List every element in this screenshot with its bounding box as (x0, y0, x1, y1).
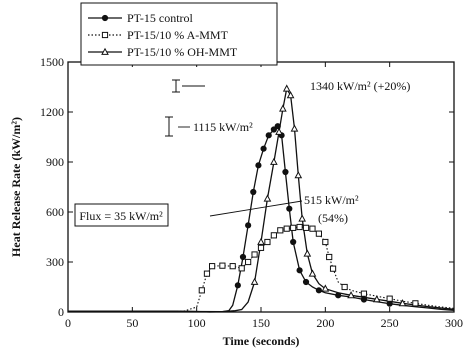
series-2-marker (315, 230, 322, 237)
legend-marker-1 (101, 14, 109, 22)
flux-box-frame (74, 203, 169, 227)
annotation-1340: 1340 kW/m² (+20%) (310, 79, 410, 93)
series-3-marker (279, 104, 287, 112)
legend-box (80, 2, 278, 66)
y-axis-label: Heat Release Rate (kW/m²) (9, 117, 23, 257)
legend-label-2: PT-15/10 % A-MMT (127, 28, 229, 42)
series-3-marker (398, 299, 407, 307)
series-2-marker (386, 295, 393, 302)
series-3-marker (347, 291, 355, 299)
legend-marker-2 (101, 31, 109, 39)
series-3-marker (294, 171, 303, 179)
series-3-marker (321, 284, 330, 292)
series-1-marker (250, 188, 257, 196)
y-tick-label: 600 (46, 205, 64, 219)
series-3-marker (275, 127, 283, 135)
series-1-marker (286, 205, 293, 212)
error-bar-1115 (165, 116, 173, 137)
series-2-marker (229, 263, 236, 270)
series-1-marker (274, 123, 281, 130)
series-2-marker (296, 223, 303, 231)
x-tick-label: 50 (126, 316, 138, 330)
series-2-marker (309, 225, 316, 232)
x-tick-label: 100 (188, 316, 206, 330)
series-3-marker (308, 269, 317, 277)
series-1-marker (239, 253, 247, 261)
series-2-marker (322, 238, 329, 246)
series-2-marker (203, 270, 211, 277)
x-tick-label: 300 (445, 316, 463, 330)
series-1-marker (302, 278, 310, 286)
series-2-marker (302, 224, 310, 231)
series-1-marker (315, 287, 322, 294)
series-2-marker (198, 287, 205, 294)
error-bar-1340 (172, 79, 180, 93)
x-axis-label: Time (seconds) (223, 334, 300, 348)
series-line-3 (68, 86, 455, 313)
y-tick-label: 900 (46, 155, 64, 169)
annotation-515: 515 kW/m² (304, 193, 359, 207)
series-2-marker (277, 227, 284, 234)
series-3-marker (250, 277, 259, 285)
series-2-marker (251, 251, 258, 258)
series-3-marker (303, 249, 312, 257)
legend-label-3: PT-15/10 % OH-MMT (127, 45, 238, 59)
x-tick-label: 250 (381, 316, 399, 330)
series-2-marker (290, 224, 297, 231)
series-3-marker (286, 91, 295, 99)
flux-label: Flux = 35 kW/m² (79, 209, 163, 223)
series-3-marker (263, 194, 272, 202)
annotation-54pct: (54%) (318, 211, 348, 225)
series-1-marker (270, 126, 277, 133)
series-3-marker (372, 295, 381, 303)
leader-line-515 (209, 200, 303, 217)
series-2-marker (264, 238, 271, 246)
y-tick-label: 1200 (40, 105, 64, 119)
y-tick-label: 300 (46, 255, 64, 269)
series-2-marker (341, 283, 348, 291)
series-1-marker (360, 296, 368, 303)
series-2-marker (412, 300, 419, 307)
series-3-marker (298, 214, 307, 222)
x-tick-label: 150 (252, 316, 270, 330)
legend: PT-15 control PT-15/10 % A-MMT PT-15/10 % … (80, 2, 278, 66)
series-3-marker (257, 237, 265, 245)
annotation-1115: 1115 kW/m² (193, 120, 253, 134)
series-2-marker (326, 253, 333, 261)
series-1-marker (260, 145, 267, 152)
plot-frame (67, 61, 455, 313)
peak-annotations: 1340 kW/m² (+20%) 1115 kW/m² 515 kW/m² (… (165, 79, 410, 225)
flux-box: Flux = 35 kW/m² (74, 203, 169, 227)
series-1-marker (386, 300, 393, 307)
series-1-marker (234, 282, 241, 289)
series-2-marker (329, 265, 337, 272)
series-1-marker (255, 162, 262, 169)
series-2-marker (283, 225, 290, 232)
series-2-marker (219, 262, 226, 269)
y-tick-label: 0 (58, 305, 64, 319)
series-1-marker (282, 168, 289, 176)
legend-label-1: PT-15 control (127, 11, 194, 25)
series-3-marker (290, 124, 299, 132)
series-2-marker (360, 290, 368, 297)
x-tick-label: 200 (316, 316, 334, 330)
x-tick-label: 0 (65, 316, 71, 330)
series-2-marker (270, 232, 277, 239)
series-2-marker (209, 263, 216, 270)
series-1-marker (290, 238, 297, 246)
series-1-marker (335, 292, 342, 299)
y-tick-label: 1500 (40, 55, 64, 69)
series-1-marker (296, 267, 303, 274)
series-3-marker (282, 84, 291, 92)
series-1-marker (245, 222, 252, 229)
series-3-marker (270, 157, 278, 165)
series-1-marker (265, 132, 272, 139)
series-2-marker (257, 244, 265, 251)
legend-marker-3 (101, 47, 109, 55)
series-2-marker (245, 258, 252, 266)
series-2-marker (238, 265, 245, 272)
